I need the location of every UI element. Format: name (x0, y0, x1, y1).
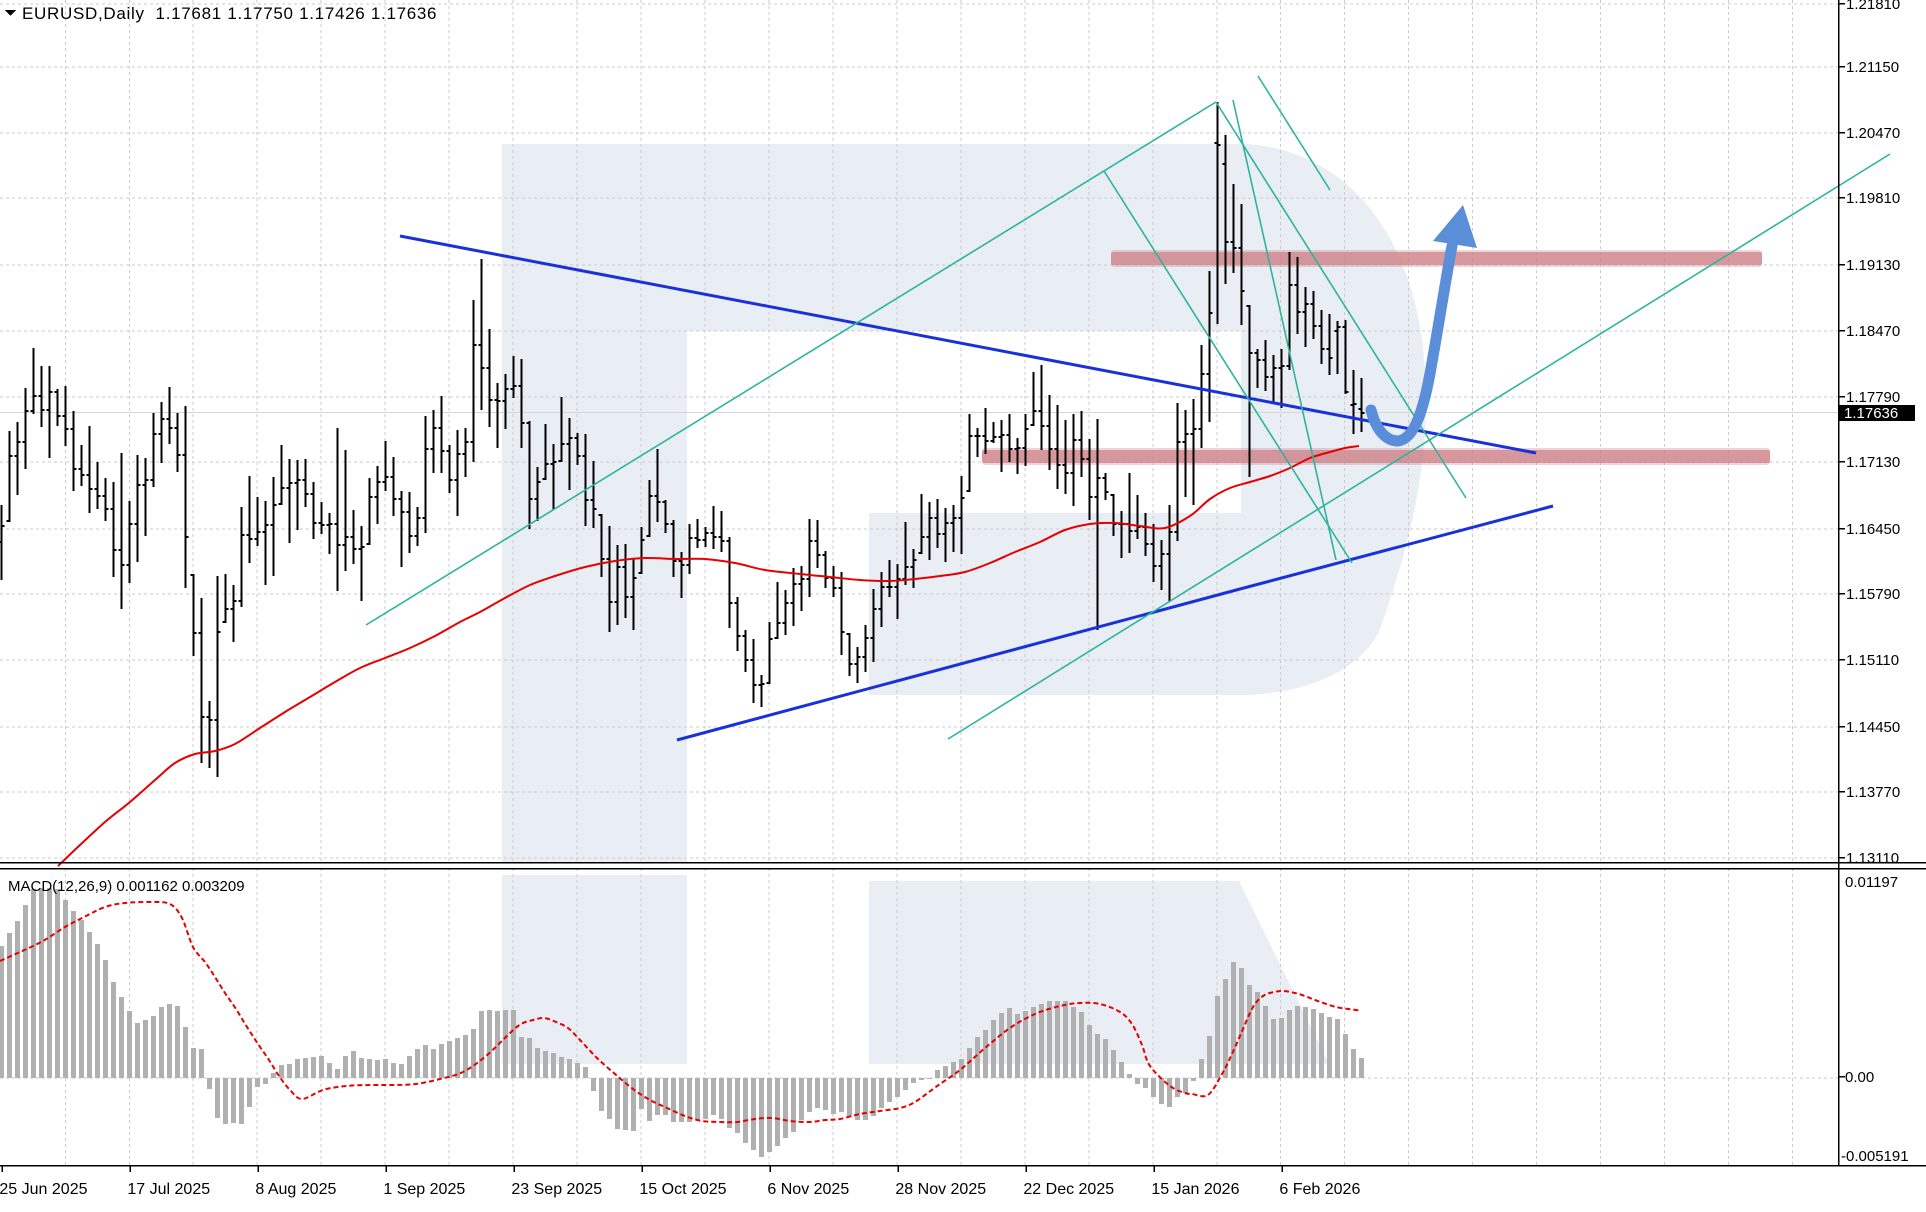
svg-text:1.20470: 1.20470 (1846, 125, 1900, 142)
svg-text:0.00: 0.00 (1845, 1069, 1874, 1086)
svg-text:1.19130: 1.19130 (1846, 257, 1900, 274)
svg-text:1 Sep 2025: 1 Sep 2025 (383, 1181, 465, 1198)
svg-text:1.21810: 1.21810 (1846, 0, 1900, 13)
svg-text:1.15110: 1.15110 (1846, 652, 1899, 669)
svg-text:1.21150: 1.21150 (1846, 59, 1899, 76)
svg-text:28 Nov 2025: 28 Nov 2025 (895, 1181, 986, 1198)
svg-text:1.17636: 1.17636 (1844, 405, 1898, 422)
svg-text:6 Nov 2025: 6 Nov 2025 (767, 1181, 849, 1198)
svg-text:MACD(12,26,9) 0.001162 0.00320: MACD(12,26,9) 0.001162 0.003209 (8, 878, 245, 895)
svg-text:8 Aug 2025: 8 Aug 2025 (255, 1181, 336, 1198)
svg-text:1.14450: 1.14450 (1846, 719, 1900, 736)
svg-text:-0.005191: -0.005191 (1841, 1148, 1909, 1165)
svg-text:25 Jun 2025: 25 Jun 2025 (0, 1181, 88, 1198)
svg-text:22 Dec 2025: 22 Dec 2025 (1023, 1181, 1114, 1198)
svg-text:1.17130: 1.17130 (1846, 454, 1900, 471)
svg-text:0.01197: 0.01197 (1845, 874, 1898, 891)
svg-text:1.13110: 1.13110 (1846, 850, 1899, 867)
svg-text:1.18470: 1.18470 (1846, 323, 1900, 340)
svg-text:1.13770: 1.13770 (1846, 784, 1900, 801)
svg-text:15 Oct 2025: 15 Oct 2025 (639, 1181, 726, 1198)
svg-text:EURUSD,Daily 1.17681 1.17750: EURUSD,Daily 1.17681 1.17750 1.17426 1.1… (22, 4, 437, 23)
svg-text:15 Jan 2026: 15 Jan 2026 (1151, 1181, 1239, 1198)
svg-text:1.16450: 1.16450 (1846, 521, 1900, 538)
svg-text:1.17790: 1.17790 (1846, 389, 1900, 406)
svg-text:17 Jul 2025: 17 Jul 2025 (127, 1181, 210, 1198)
svg-text:1.15790: 1.15790 (1846, 586, 1900, 603)
svg-text:1.19810: 1.19810 (1846, 190, 1900, 207)
svg-text:6 Feb 2026: 6 Feb 2026 (1279, 1181, 1360, 1198)
svg-text:23 Sep 2025: 23 Sep 2025 (511, 1181, 602, 1198)
